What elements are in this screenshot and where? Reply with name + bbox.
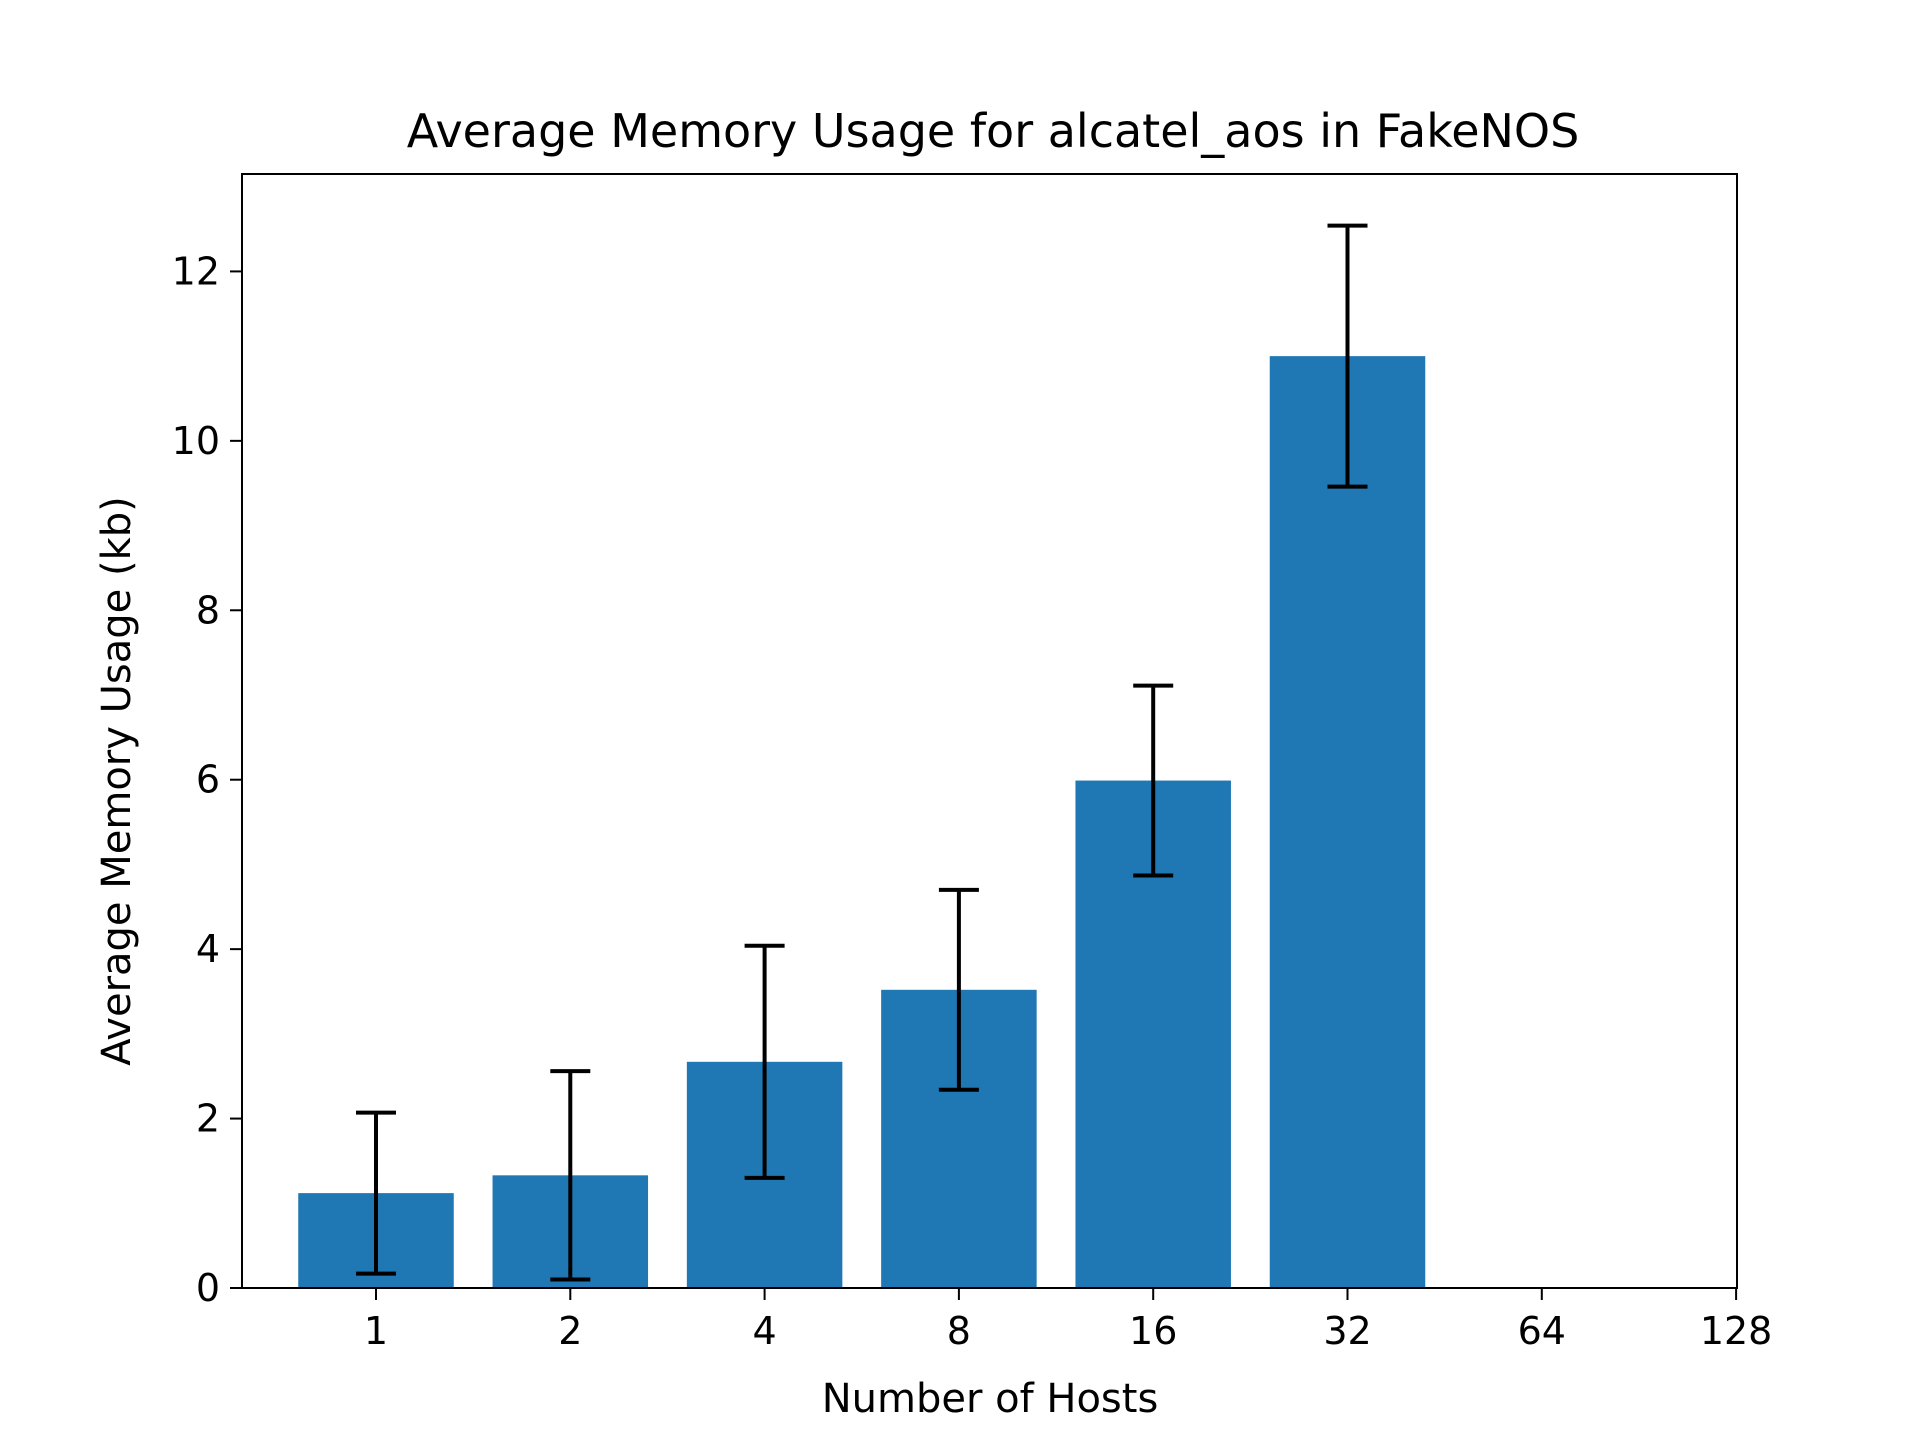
y-tick-label-8: 8 bbox=[196, 588, 220, 632]
error-bar-32 bbox=[1327, 223, 1368, 489]
error-bar-16 bbox=[1133, 683, 1174, 878]
x-tick-label-1: 1 bbox=[364, 1309, 388, 1353]
x-tick-label-4: 4 bbox=[753, 1309, 777, 1353]
x-tick-label-16: 16 bbox=[1129, 1309, 1177, 1353]
y-axis-label: Average Memory Usage (kb) bbox=[94, 496, 140, 1065]
y-tick-label-10: 10 bbox=[172, 419, 220, 463]
bar-32 bbox=[1269, 356, 1426, 1289]
x-tick-label-32: 32 bbox=[1323, 1309, 1371, 1353]
y-tick-label-0: 0 bbox=[196, 1266, 220, 1310]
x-tick-label-8: 8 bbox=[947, 1309, 971, 1353]
bars-group bbox=[298, 356, 1426, 1289]
x-axis-ticks: 1 2 4 8 16 32 64 128 bbox=[364, 1288, 1772, 1353]
y-tick-label-12: 12 bbox=[172, 249, 220, 293]
plot-frame bbox=[241, 173, 1738, 1289]
x-tick-label-64: 64 bbox=[1518, 1309, 1566, 1353]
x-axis-label: Number of Hosts bbox=[822, 1376, 1159, 1422]
y-tick-label-2: 2 bbox=[196, 1097, 220, 1141]
x-tick-label-2: 2 bbox=[558, 1309, 582, 1353]
y-tick-label-6: 6 bbox=[196, 758, 220, 802]
y-tick-label-4: 4 bbox=[196, 927, 220, 971]
y-axis-ticks: 0 2 4 6 8 10 12 bbox=[172, 249, 242, 1310]
x-tick-label-128: 128 bbox=[1700, 1309, 1773, 1353]
error-bar-1 bbox=[356, 1110, 396, 1276]
chart-title: Average Memory Usage for alcatel_aos in … bbox=[407, 104, 1580, 158]
error-bar-8 bbox=[938, 887, 979, 1092]
error-bars-group bbox=[356, 223, 1368, 1282]
error-bar-4 bbox=[744, 943, 785, 1180]
error-bar-2 bbox=[550, 1069, 591, 1282]
